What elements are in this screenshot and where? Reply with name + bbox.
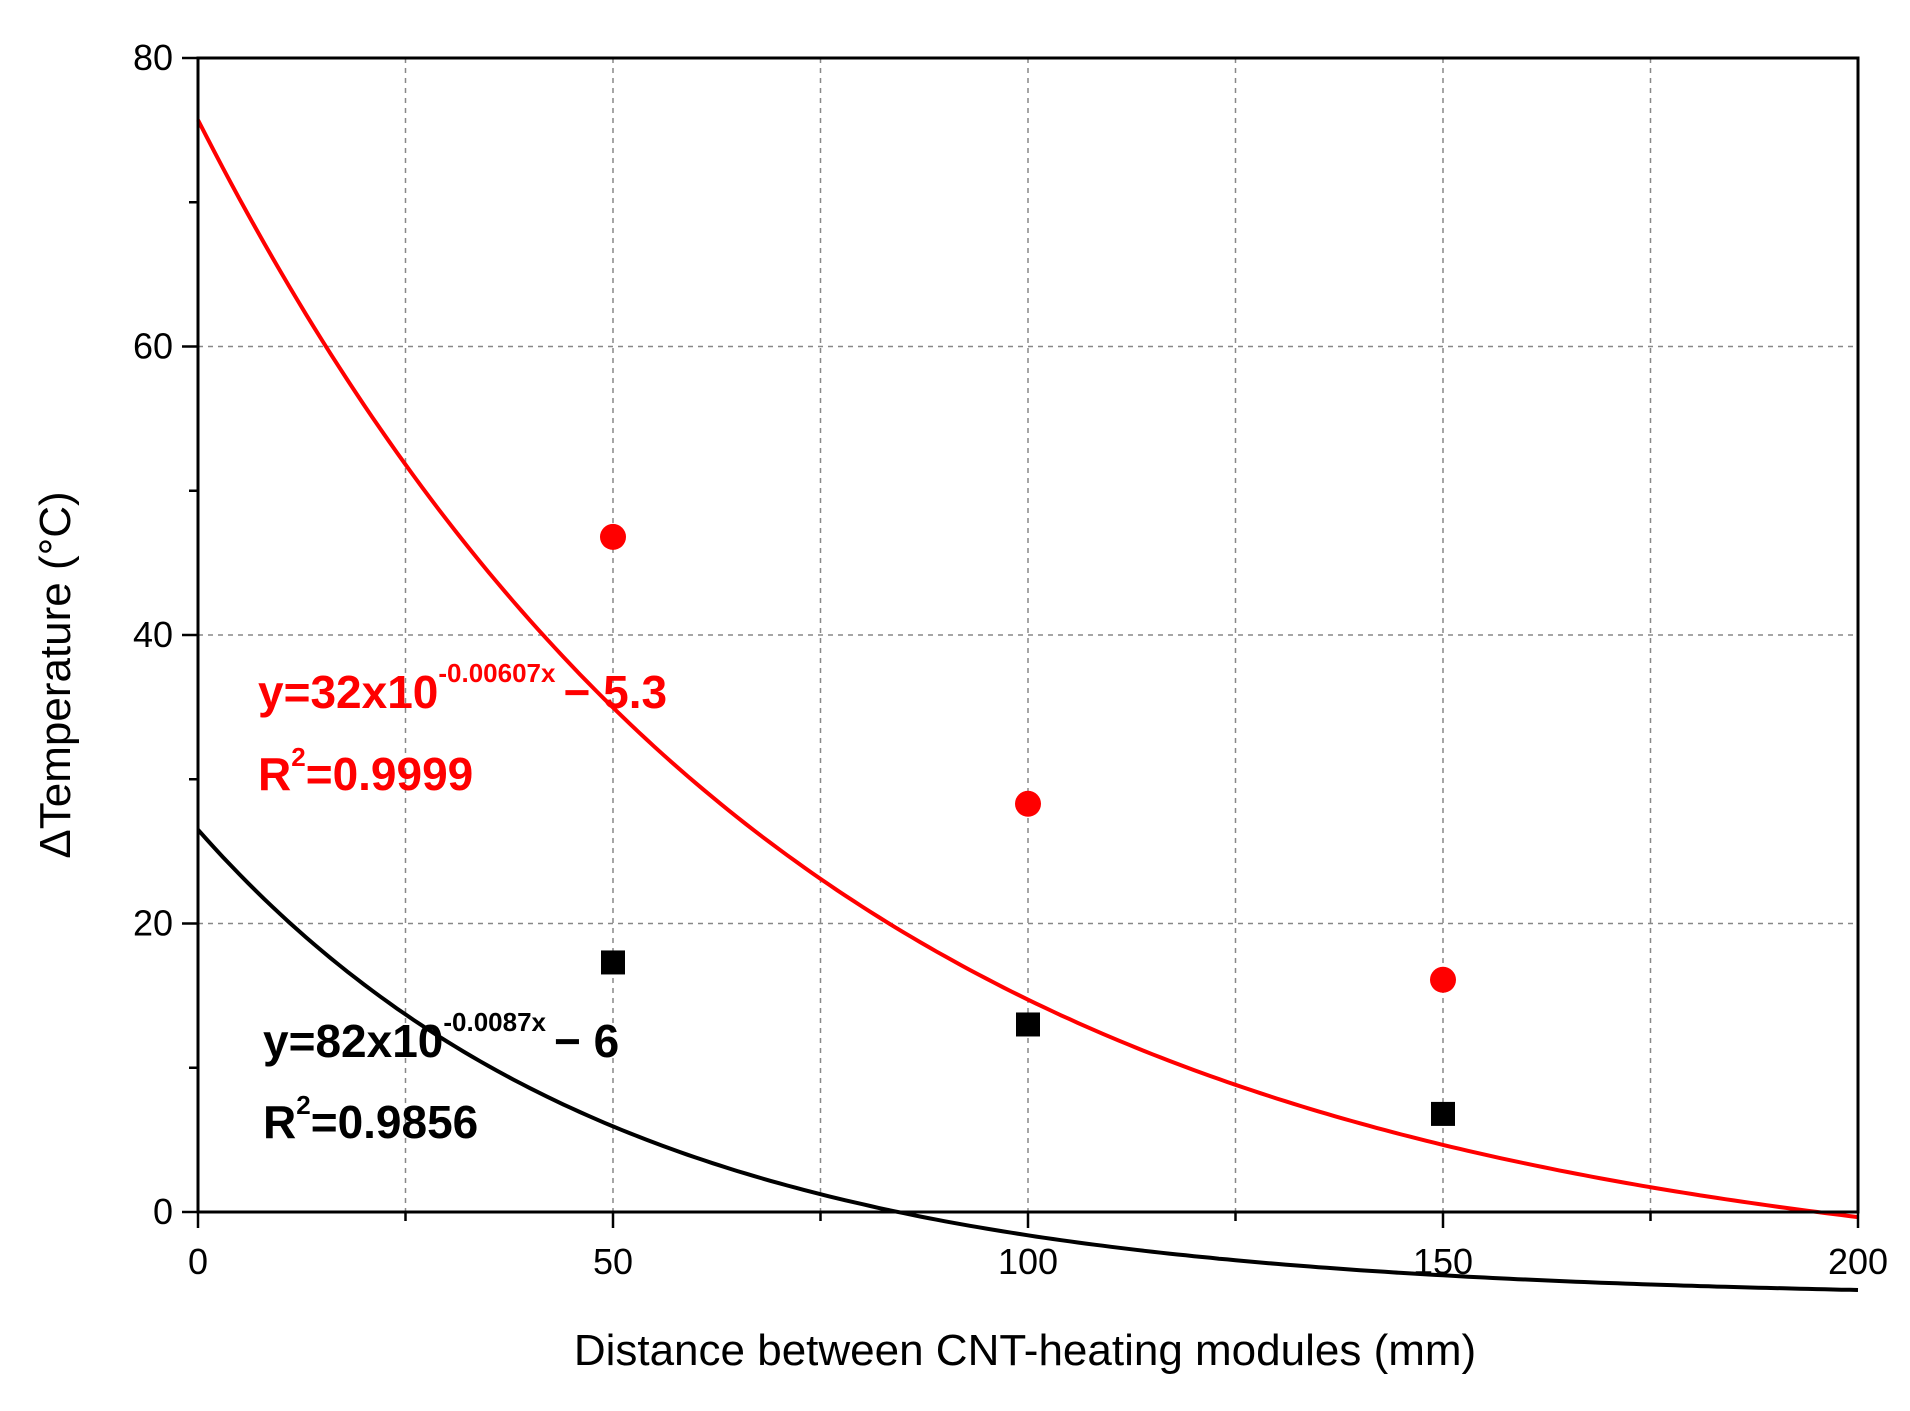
red-fit-equation: y=32x10-0.00607x − 5.3 [258,658,667,718]
black-r-squared: R2=0.9856 [263,1090,478,1148]
y-tick-label: 0 [153,1191,173,1232]
y-tick-label: 60 [133,326,173,367]
x-tick-labels: 0 50 100 150 200 [188,1241,1888,1282]
y-axis-title: ΔTemperature (°C) [31,491,80,858]
red-data-point [1015,790,1041,817]
y-tick-labels: 0 20 40 60 80 [133,37,173,1232]
x-tick-label: 50 [593,1241,633,1282]
x-tick-label: 200 [1828,1241,1888,1282]
black-data-point [1016,1012,1040,1037]
black-fit-curve [196,828,1859,1292]
x-tick-label: 150 [1413,1241,1473,1282]
grid [198,58,1858,1212]
x-tick-label: 100 [998,1241,1058,1282]
red-fit-curve [196,119,1859,1220]
x-tick-label: 0 [188,1241,208,1282]
black-data-point [601,950,625,975]
red-r-squared: R2=0.9999 [258,742,473,800]
y-tick-label: 40 [133,614,173,655]
x-axis-title: Distance between CNT-heating modules (mm… [574,1326,1476,1375]
red-data-point [1430,966,1456,993]
y-tick-label: 80 [133,37,173,78]
black-fit-equation: y=82x10-0.0087x − 6 [263,1007,619,1067]
fit-curves [196,119,1859,1292]
black-data-point [1431,1101,1455,1126]
y-tick-label: 20 [133,903,173,944]
data-points [600,523,1456,1126]
red-data-point [600,523,626,550]
axis-ticks [182,56,1860,1228]
